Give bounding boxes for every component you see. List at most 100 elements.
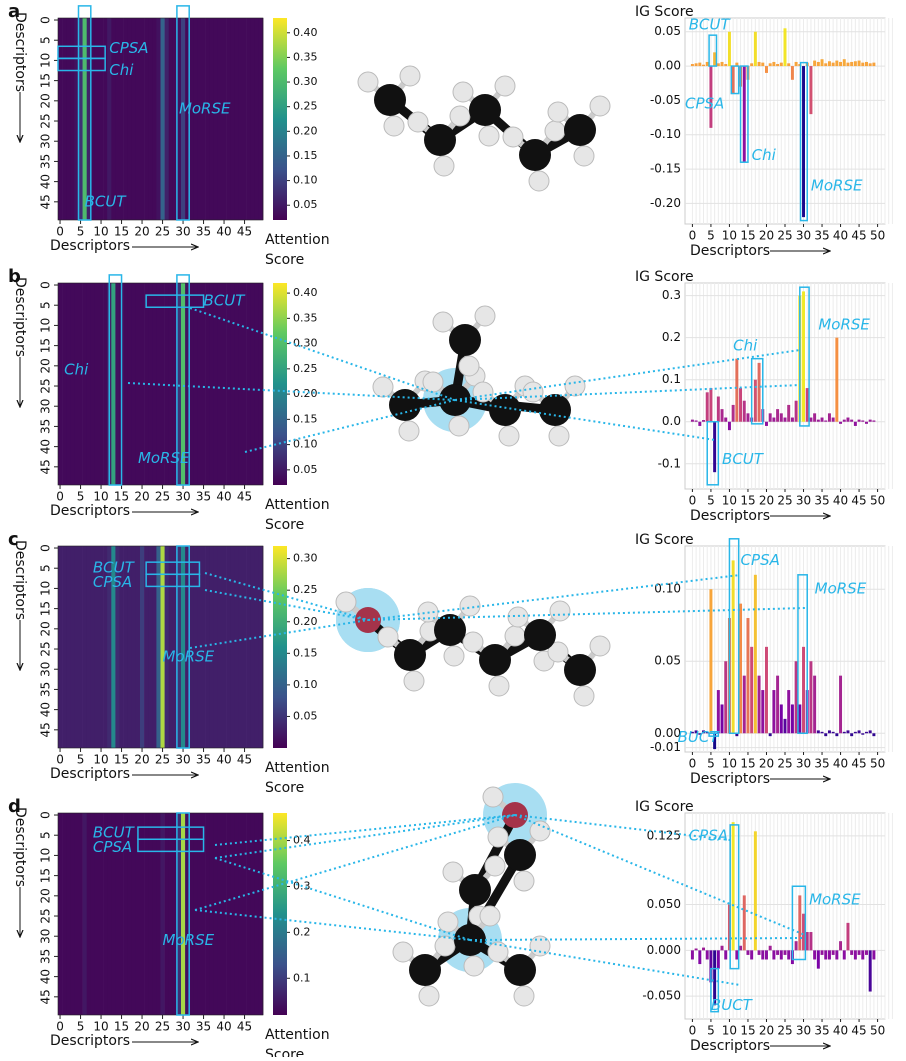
hydrogen bbox=[487, 941, 509, 963]
y-tick-label: -0.10 bbox=[650, 127, 681, 141]
heatmap-column bbox=[209, 813, 215, 1015]
colorbar-tick-label: 0.20 bbox=[293, 615, 318, 628]
bar bbox=[735, 733, 739, 737]
bar bbox=[768, 63, 772, 67]
colorbar-tick-label: 0.15 bbox=[293, 646, 318, 659]
carbon bbox=[374, 84, 406, 116]
heatmap-column bbox=[127, 18, 133, 220]
connector bbox=[214, 814, 516, 846]
heatmap-column bbox=[127, 546, 133, 748]
bar bbox=[757, 950, 761, 955]
heatmap-column bbox=[111, 283, 116, 485]
y-tick-label: 20 bbox=[39, 93, 53, 108]
heatmap-column bbox=[82, 546, 87, 748]
heatmap-column bbox=[181, 546, 186, 748]
bar bbox=[850, 419, 854, 422]
y-tick-label: 30 bbox=[39, 399, 53, 414]
x-tick-label: 20 bbox=[134, 490, 149, 504]
heatmap-column bbox=[99, 813, 104, 1015]
y-tick-label: 0 bbox=[39, 281, 53, 289]
annotation: Chi bbox=[109, 61, 134, 79]
heatmap-column bbox=[226, 813, 231, 1015]
bar bbox=[724, 64, 728, 67]
heatmap-column bbox=[185, 546, 190, 748]
heatmap-column bbox=[140, 546, 145, 748]
heatmap-column bbox=[156, 813, 161, 1015]
y-tick-label: 15 bbox=[39, 73, 53, 88]
colorbar-label-line: Attention bbox=[265, 1027, 330, 1043]
connector bbox=[469, 939, 741, 986]
bar bbox=[790, 66, 794, 80]
x-tick-label: 0 bbox=[56, 753, 64, 767]
heatmap-column bbox=[254, 18, 260, 220]
highlight-box bbox=[799, 286, 810, 427]
heatmap-column bbox=[144, 18, 149, 220]
panel-letter: b bbox=[8, 266, 21, 287]
x-tick-label: 30 bbox=[796, 1024, 811, 1038]
bar bbox=[705, 950, 709, 960]
hydrogen bbox=[529, 820, 551, 842]
bar bbox=[772, 61, 776, 67]
heatmap-column bbox=[242, 813, 247, 1015]
heatmap-column bbox=[148, 18, 153, 220]
bar bbox=[857, 730, 861, 734]
carbon bbox=[504, 839, 536, 871]
carbon bbox=[539, 394, 571, 426]
bar bbox=[779, 413, 783, 422]
heatmap-column bbox=[234, 18, 239, 220]
bar bbox=[705, 61, 709, 67]
bar bbox=[824, 950, 828, 960]
heatmap-column bbox=[123, 18, 128, 220]
y-tick-label: -0.15 bbox=[650, 162, 681, 176]
highlight-box bbox=[791, 885, 807, 961]
heatmap-column bbox=[168, 18, 174, 220]
annotation: BCUT bbox=[689, 15, 732, 33]
y-tick-label: 0 bbox=[39, 16, 53, 24]
bar bbox=[713, 52, 717, 67]
bar bbox=[702, 947, 705, 951]
x-axis-label: Descriptors bbox=[50, 238, 130, 254]
heatmap-column bbox=[99, 283, 104, 485]
x-tick-label: 5 bbox=[707, 229, 715, 243]
heatmap-column bbox=[74, 283, 79, 485]
heatmap-column bbox=[94, 283, 100, 485]
heatmap-column bbox=[250, 18, 256, 220]
bar bbox=[798, 895, 802, 951]
annotation: BCUT bbox=[93, 559, 136, 577]
bar bbox=[835, 950, 839, 960]
bar bbox=[861, 62, 865, 67]
heatmap-column bbox=[156, 18, 161, 220]
x-tick-label: 25 bbox=[155, 753, 170, 767]
heatmap-column bbox=[140, 813, 145, 1015]
heatmap-column bbox=[226, 546, 231, 748]
bar bbox=[727, 31, 731, 67]
bar bbox=[798, 704, 802, 734]
x-tick-label: 25 bbox=[777, 1024, 792, 1038]
x-tick-label: 0 bbox=[56, 490, 64, 504]
hydrogen bbox=[573, 145, 595, 167]
heatmap-column bbox=[144, 546, 149, 748]
bar bbox=[713, 950, 717, 1006]
heatmap-column bbox=[103, 546, 108, 748]
y-axis-label: IG Score bbox=[635, 799, 694, 815]
heatmap-column bbox=[160, 546, 165, 748]
heatmap-column bbox=[213, 18, 219, 220]
bar bbox=[853, 950, 857, 960]
bar bbox=[861, 420, 865, 422]
connector bbox=[194, 909, 471, 941]
colorbar-label-line: Score bbox=[265, 517, 304, 533]
colorbar-label-line: Score bbox=[265, 252, 304, 268]
hydrogen bbox=[479, 905, 501, 927]
y-tick-label: 5 bbox=[39, 36, 53, 44]
heatmap-column bbox=[160, 813, 165, 1015]
y-tick-label: 0.00 bbox=[654, 59, 681, 73]
x-tick-label: 0 bbox=[689, 1024, 697, 1038]
highlight-box bbox=[708, 34, 718, 67]
bar bbox=[716, 950, 720, 969]
hydrogen bbox=[482, 786, 504, 808]
y-tick-label: 40 bbox=[39, 439, 53, 454]
x-tick-label: 15 bbox=[740, 757, 755, 771]
hydrogen bbox=[474, 305, 496, 327]
y-tick-label: 45 bbox=[39, 722, 53, 737]
bar bbox=[846, 417, 850, 422]
